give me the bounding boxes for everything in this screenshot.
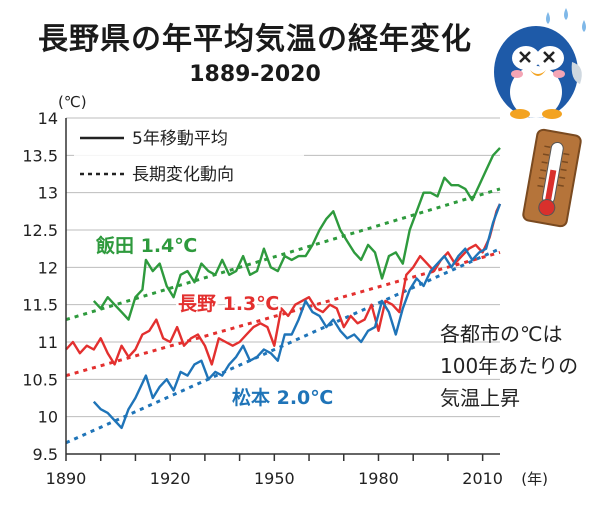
series-label-松本: 松本 2.0℃ bbox=[232, 386, 333, 409]
series-line-松本 bbox=[92, 203, 502, 430]
series-line-長野 bbox=[65, 203, 502, 366]
series-label-長野: 長野 1.3℃ bbox=[178, 293, 279, 315]
legend-background bbox=[74, 122, 304, 190]
x-tick-label: 1980 bbox=[358, 469, 399, 488]
note-line-1: 各都市の℃は bbox=[440, 322, 563, 346]
series-label-飯田: 飯田 1.4℃ bbox=[95, 234, 197, 257]
series-labels: 飯田 1.4℃ 長野 1.3℃ 松本 2.0℃ bbox=[93, 232, 336, 412]
y-tick-label: 13 bbox=[38, 184, 58, 203]
legend-label: 長期変化動向 bbox=[132, 165, 234, 185]
chart-subtitle: 1889-2020 bbox=[189, 62, 321, 87]
y-tick-label: 9.5 bbox=[33, 445, 58, 464]
trend-line-飯田 bbox=[65, 187, 501, 322]
chart-title: 長野県の年平均気温の経年変化 bbox=[38, 22, 472, 57]
x-axis-suffix: (年) bbox=[521, 470, 548, 488]
y-tick-label: 11.5 bbox=[22, 296, 58, 315]
y-tick-label: 14 bbox=[38, 109, 58, 128]
trend-line-松本 bbox=[65, 247, 501, 445]
sweating-penguin-icon bbox=[494, 8, 586, 119]
y-tick-label: 12 bbox=[38, 258, 58, 277]
y-tick-label: 10.5 bbox=[22, 370, 58, 389]
x-tick-label: 2010 bbox=[462, 469, 503, 488]
x-tick-label: 1950 bbox=[254, 469, 295, 488]
legend-label: 5年移動平均 bbox=[132, 129, 228, 149]
y-tick-label: 12.5 bbox=[22, 221, 58, 240]
y-tick-label: 11 bbox=[38, 333, 58, 352]
series-lines bbox=[65, 147, 502, 430]
x-tick-label: 1890 bbox=[46, 469, 87, 488]
thermometer-icon bbox=[522, 128, 582, 228]
x-tick-label: 1920 bbox=[150, 469, 191, 488]
y-tick-label: 10 bbox=[38, 408, 58, 427]
note-line-3: 気温上昇 bbox=[440, 386, 520, 410]
y-axis-unit: (℃) bbox=[58, 93, 87, 111]
y-tick-label: 13.5 bbox=[22, 146, 58, 165]
note-line-2: 100年あたりの bbox=[440, 354, 579, 378]
series-line-飯田 bbox=[92, 147, 501, 321]
axes: 9.5 10 10.5 11 11.5 12 12.5 13 13.5 14 1890 1920 195… bbox=[22, 109, 548, 488]
trend-line-長野 bbox=[65, 250, 501, 378]
trend-lines bbox=[65, 187, 501, 445]
